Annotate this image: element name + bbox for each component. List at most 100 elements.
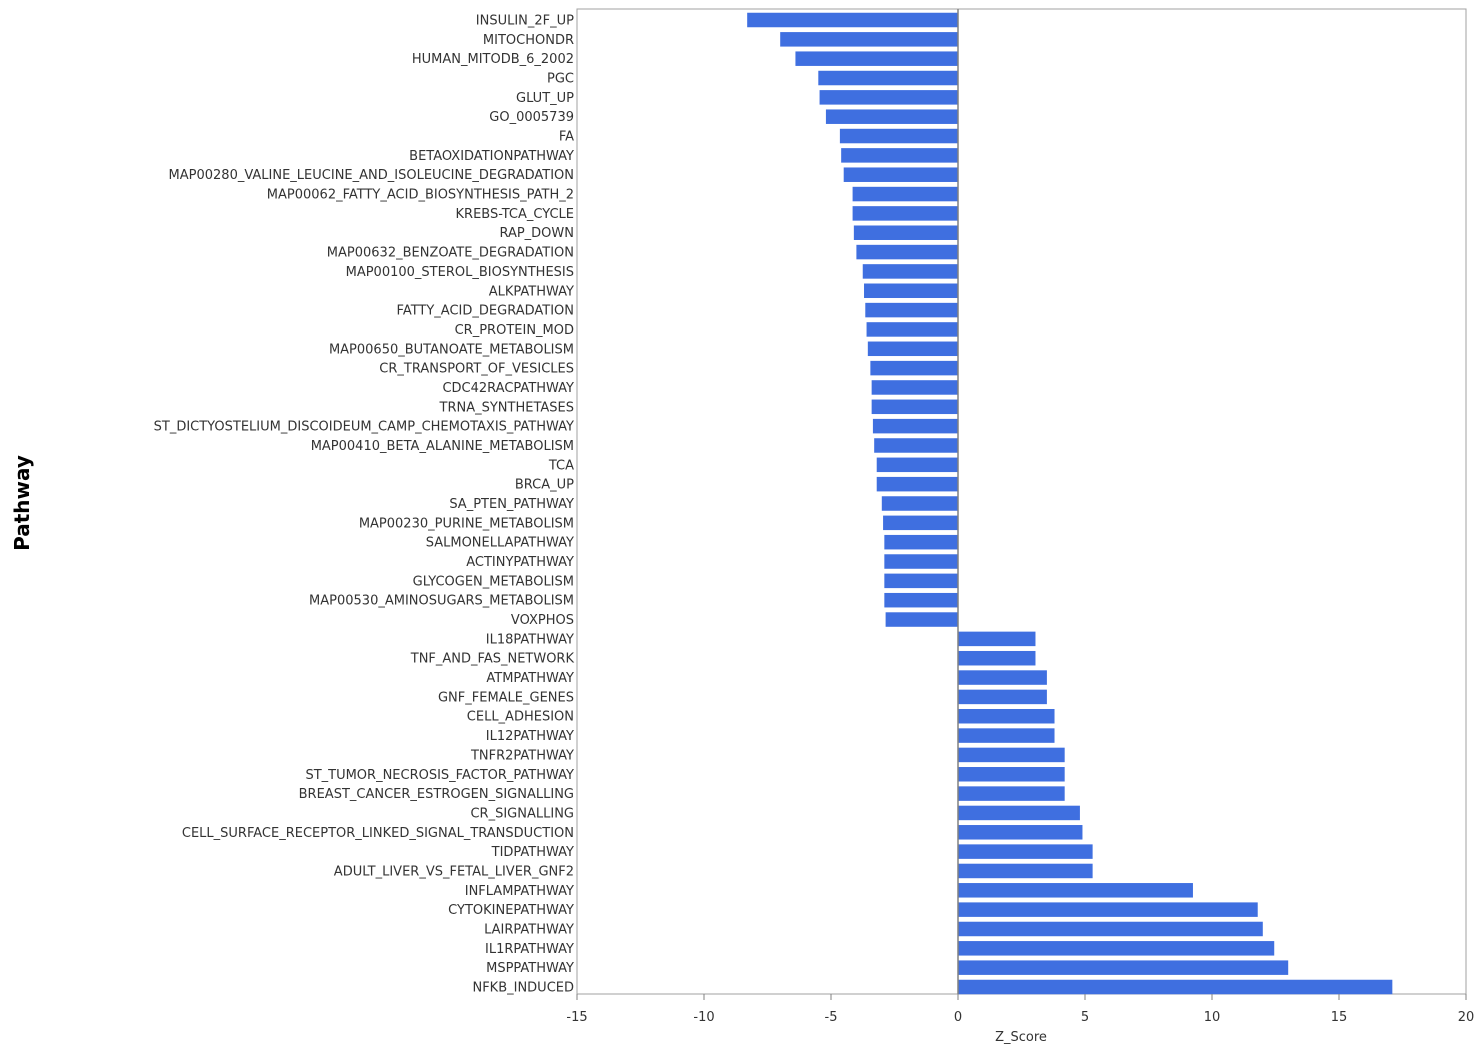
bar: [818, 70, 958, 86]
bar: [871, 380, 958, 395]
category-label: IL1RPATHWAY: [485, 942, 574, 957]
category-label: SALMONELLAPATHWAY: [426, 536, 574, 551]
bar: [819, 90, 958, 105]
bar: [884, 534, 958, 550]
category-label: CR_TRANSPORT_OF_VESICLES: [379, 362, 574, 377]
category-label: GLUT_UP: [516, 91, 574, 106]
category-label: KREBS-TCA_CYCLE: [456, 207, 574, 222]
category-label: MAP00230_PURINE_METABOLISM: [359, 516, 574, 531]
category-label: GLYCOGEN_METABOLISM: [413, 574, 574, 589]
category-label: INFLAMPATHWAY: [465, 884, 574, 899]
category-label: BREAST_CANCER_ESTROGEN_SIGNALLING: [299, 787, 574, 802]
category-label: TNFR2PATHWAY: [470, 748, 574, 763]
bar: [958, 825, 1083, 840]
bar: [852, 206, 958, 221]
x-tick-label: 10: [1204, 1010, 1221, 1025]
bar: [958, 883, 1193, 898]
bar: [884, 592, 958, 608]
y-axis-title: Pathway: [10, 455, 34, 551]
bar: [883, 515, 958, 531]
x-tick-label: 0: [954, 1010, 962, 1025]
category-label: CR_PROTEIN_MOD: [455, 323, 574, 338]
bar: [958, 631, 1036, 647]
bar: [958, 805, 1080, 821]
bar: [865, 302, 958, 318]
category-label: CR_SIGNALLING: [470, 806, 574, 821]
category-label: GNF_FEMALE_GENES: [438, 690, 574, 705]
category-label: HUMAN_MITODB_6_2002: [412, 52, 574, 67]
category-label: IL18PATHWAY: [486, 632, 574, 647]
bar: [839, 128, 958, 144]
bar: [874, 438, 958, 453]
bar: [843, 167, 958, 182]
bar: [885, 612, 958, 627]
category-label: MAP00100_STEROL_BIOSYNTHESIS: [346, 265, 574, 280]
x-tick-label: 15: [1331, 1010, 1348, 1025]
bar: [867, 341, 958, 357]
bar: [958, 863, 1093, 879]
category-label: BRCA_UP: [515, 478, 574, 493]
bar: [864, 283, 958, 299]
category-label: ST_TUMOR_NECROSIS_FACTOR_PATHWAY: [305, 768, 574, 783]
bar: [958, 786, 1065, 801]
category-label: VOXPHOS: [511, 613, 574, 628]
bar: [958, 960, 1289, 975]
category-label: ADULT_LIVER_VS_FETAL_LIVER_GNF2: [334, 864, 574, 879]
category-label: SA_PTEN_PATHWAY: [449, 497, 574, 512]
category-label: ST_DICTYOSTELIUM_DISCOIDEUM_CAMP_CHEMOTA…: [154, 420, 574, 435]
category-label: TRNA_SYNTHETASES: [439, 400, 574, 415]
bar: [958, 979, 1393, 995]
category-label: CELL_SURFACE_RECEPTOR_LINKED_SIGNAL_TRAN…: [182, 826, 574, 841]
category-label: FA: [559, 130, 574, 145]
category-label: CELL_ADHESION: [467, 710, 574, 725]
category-label: PGC: [547, 72, 574, 87]
bar: [856, 244, 958, 260]
bar: [958, 844, 1093, 859]
bar: [747, 12, 958, 28]
category-label: TIDPATHWAY: [491, 845, 574, 860]
bar: [884, 554, 958, 569]
bar: [866, 322, 958, 337]
bar: [958, 902, 1258, 917]
category-label: ACTINYPATHWAY: [466, 555, 574, 570]
bar: [876, 476, 958, 492]
bar: [881, 496, 958, 511]
bar: [870, 360, 958, 376]
category-label: CYTOKINEPATHWAY: [448, 903, 574, 918]
category-label: BETAOXIDATIONPATHWAY: [409, 149, 574, 164]
category-label: CDC42RACPATHWAY: [442, 381, 574, 396]
bar: [958, 941, 1275, 956]
bar: [853, 225, 958, 240]
bar: [795, 51, 958, 66]
category-label: GO_0005739: [489, 110, 574, 125]
bar: [852, 186, 958, 202]
category-label: MAP00062_FATTY_ACID_BIOSYNTHESIS_PATH_2: [267, 188, 574, 203]
category-label: ATMPATHWAY: [486, 671, 574, 686]
bar: [872, 418, 958, 434]
category-label: ALKPATHWAY: [489, 284, 574, 299]
bar: [958, 670, 1047, 685]
bar: [884, 573, 958, 589]
bar: [780, 32, 958, 47]
category-label: IL12PATHWAY: [486, 729, 574, 744]
category-label: MAP00410_BETA_ALANINE_METABOLISM: [311, 439, 574, 454]
bar: [958, 747, 1065, 763]
bar: [862, 264, 958, 279]
x-axis-title: Z_Score: [995, 1030, 1047, 1045]
bar: [825, 109, 958, 124]
bar: [876, 457, 958, 473]
x-axis: -15 -10 -5 0 5 10 15 20: [566, 994, 1474, 1025]
bar: [958, 650, 1036, 666]
bar: [958, 767, 1065, 782]
category-label: MITOCHONDR: [483, 33, 574, 48]
x-tick-label: -15: [566, 1010, 587, 1025]
bar: [958, 921, 1263, 937]
category-labels: INSULIN_2F_UP MITOCHONDR HUMAN_MITODB_6_20…: [154, 14, 575, 996]
category-label: TCA: [548, 458, 574, 473]
x-tick-label: 20: [1458, 1010, 1475, 1025]
bar: [841, 148, 958, 163]
category-label: TNF_AND_FAS_NETWORK: [410, 652, 575, 667]
category-label: MAP00632_BENZOATE_DEGRADATION: [327, 246, 574, 261]
